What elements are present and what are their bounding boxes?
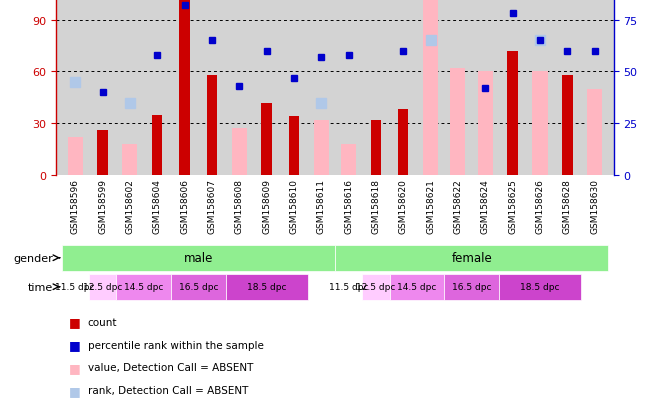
Bar [508, 52, 518, 176]
Text: GSM158620: GSM158620 [399, 179, 408, 234]
Text: 12.5 dpc: 12.5 dpc [83, 282, 122, 292]
Text: GSM158630: GSM158630 [590, 179, 599, 234]
Text: 12.5 dpc: 12.5 dpc [356, 282, 395, 292]
Text: GSM158609: GSM158609 [262, 179, 271, 234]
Text: GSM158611: GSM158611 [317, 179, 326, 234]
Text: female: female [451, 252, 492, 265]
Bar [226, 274, 308, 300]
Text: 16.5 dpc: 16.5 dpc [452, 282, 492, 292]
Text: GSM158607: GSM158607 [207, 179, 216, 234]
Bar [499, 274, 581, 300]
Bar [423, 0, 438, 176]
Bar [389, 274, 444, 300]
Text: 11.5 dpc: 11.5 dpc [329, 282, 368, 292]
Bar [180, 0, 190, 176]
Bar [207, 76, 217, 176]
Text: ■: ■ [69, 384, 81, 397]
Text: value, Detection Call = ABSENT: value, Detection Call = ABSENT [88, 363, 253, 373]
Text: gender: gender [13, 253, 53, 263]
Bar [232, 129, 247, 176]
Bar [61, 245, 335, 271]
Text: GSM158628: GSM158628 [563, 179, 572, 234]
Bar [98, 131, 108, 176]
Bar [152, 115, 162, 176]
Bar [122, 145, 137, 176]
Text: GSM158610: GSM158610 [290, 179, 298, 234]
Text: GSM158599: GSM158599 [98, 179, 107, 234]
Text: GSM158624: GSM158624 [481, 179, 490, 233]
Bar [61, 274, 89, 300]
Text: GSM158596: GSM158596 [71, 179, 80, 234]
Bar [562, 76, 572, 176]
Text: time: time [28, 282, 53, 292]
Bar [314, 121, 329, 176]
Bar [288, 117, 299, 176]
Bar [371, 121, 381, 176]
Text: 14.5 dpc: 14.5 dpc [397, 282, 437, 292]
Bar [89, 274, 116, 300]
Text: ■: ■ [69, 361, 81, 374]
Bar [335, 274, 362, 300]
Text: GSM158626: GSM158626 [535, 179, 544, 234]
Bar [335, 245, 609, 271]
Text: ■: ■ [69, 316, 81, 329]
Text: 16.5 dpc: 16.5 dpc [178, 282, 218, 292]
Text: GSM158616: GSM158616 [344, 179, 353, 234]
Text: ■: ■ [69, 338, 81, 351]
Bar [398, 110, 409, 176]
Text: 14.5 dpc: 14.5 dpc [124, 282, 163, 292]
Text: count: count [88, 317, 117, 327]
Bar [478, 72, 493, 176]
Text: GSM158606: GSM158606 [180, 179, 189, 234]
Bar [533, 72, 548, 176]
Text: GSM158621: GSM158621 [426, 179, 435, 234]
Text: GSM158625: GSM158625 [508, 179, 517, 234]
Bar [116, 274, 171, 300]
Text: GSM158602: GSM158602 [125, 179, 135, 234]
Text: GSM158622: GSM158622 [453, 179, 463, 233]
Text: 11.5 dpc: 11.5 dpc [55, 282, 95, 292]
Text: GSM158618: GSM158618 [372, 179, 380, 234]
Bar [451, 69, 465, 176]
Bar [444, 274, 499, 300]
Text: percentile rank within the sample: percentile rank within the sample [88, 340, 263, 350]
Text: male: male [183, 252, 213, 265]
Text: GSM158608: GSM158608 [235, 179, 244, 234]
Bar [362, 274, 389, 300]
Text: GSM158604: GSM158604 [152, 179, 162, 234]
Text: 18.5 dpc: 18.5 dpc [520, 282, 560, 292]
Bar [68, 138, 82, 176]
Bar [171, 274, 226, 300]
Bar [341, 145, 356, 176]
Text: rank, Detection Call = ABSENT: rank, Detection Call = ABSENT [88, 385, 248, 395]
Bar [587, 90, 602, 176]
Bar [261, 103, 272, 176]
Text: 18.5 dpc: 18.5 dpc [247, 282, 286, 292]
